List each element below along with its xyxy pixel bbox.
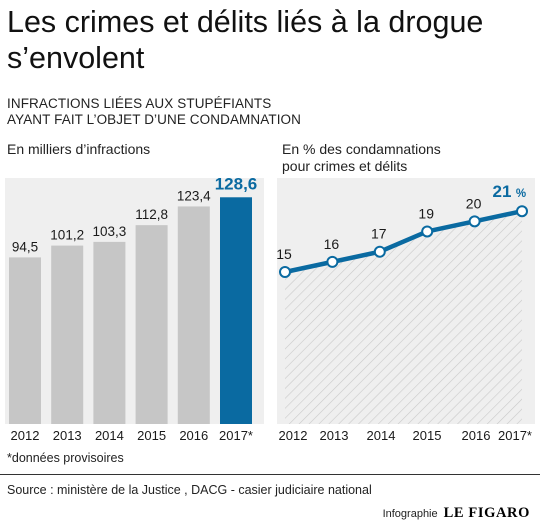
bar-value-label: 112,8 (135, 207, 168, 222)
x-tick-label: 2012 (11, 428, 40, 443)
bar (135, 225, 168, 424)
bar (93, 241, 126, 424)
x-tick-label: 2016 (179, 428, 208, 443)
line-point (468, 215, 481, 228)
area-fill (285, 211, 522, 424)
footnote: *données provisoires (7, 451, 124, 465)
bar-chart-title: En milliers d’infractions (7, 141, 151, 157)
series-line (284, 208, 523, 275)
line-chart-title-line-2: pour crimes et délits (282, 158, 408, 174)
bar (51, 245, 84, 424)
point-value-label: 16 (324, 236, 340, 252)
x-tick-label: 2017* (498, 428, 532, 443)
bar-value-label: 128,6 (215, 174, 258, 193)
bar-value-label: 101,2 (50, 228, 84, 243)
point-value-label: 19 (418, 205, 434, 221)
x-tick-label: 2013 (53, 428, 82, 443)
x-tick-label: 2015 (413, 428, 442, 443)
x-tick-label: 2015 (137, 428, 166, 443)
bar-value-label: 94,5 (12, 239, 38, 254)
point-value-label: 15 (276, 246, 292, 262)
source-note: Source : ministère de la Justice , DACG … (7, 483, 372, 497)
line-point (279, 266, 291, 278)
point-unit-label: % (516, 188, 526, 200)
line-chart: 15 16 17 19 20 21 % 2012 2013 2014 2015 2016 2017* (276, 182, 532, 443)
line-chart-title-line-1: En % des condamnations (282, 141, 441, 157)
bar-value-label: 103,3 (93, 224, 127, 239)
line-point (326, 255, 339, 268)
bar (177, 206, 210, 424)
bar-chart: 94,5 2012 101,2 2013 103,3 2014 112,8 2015 123,4… (9, 174, 257, 443)
x-tick-label: 2017* (219, 428, 253, 443)
x-tick-label: 2014 (367, 428, 396, 443)
chart-subtitle: INFRACTIONS LIÉES AUX STUPÉFIANTS AYANT … (7, 96, 301, 128)
point-value-label: 20 (466, 195, 482, 211)
x-tick-label: 2012 (279, 428, 308, 443)
brand-logo: LE FIGARO (443, 505, 530, 521)
bar-value-label: 123,4 (177, 188, 211, 203)
divider (0, 474, 540, 475)
line-chart-title: En % des condamnations pour crimes et dé… (282, 141, 441, 175)
subtitle-line-2: AYANT FAIT L’OBJET D’UNE CONDAMNATION (7, 112, 301, 127)
credit-label: Infographie (382, 508, 438, 520)
line-point (373, 245, 386, 258)
credit: Infographie LE FIGARO (383, 505, 530, 522)
x-tick-label: 2016 (462, 428, 491, 443)
point-value-label: 21 (493, 182, 512, 201)
charts-canvas: 94,52012101,22013103,32014112,82015123,4… (5, 174, 535, 443)
x-tick-label: 2013 (320, 428, 349, 443)
line-point (421, 225, 434, 238)
bar (9, 257, 41, 424)
page-title: Les crimes et délits liés à la drogue s’… (7, 5, 484, 75)
point-value-label: 17 (371, 226, 387, 242)
line-point (516, 205, 528, 218)
bar (220, 197, 252, 424)
subtitle-line-1: INFRACTIONS LIÉES AUX STUPÉFIANTS (7, 96, 272, 111)
x-tick-label: 2014 (95, 428, 124, 443)
